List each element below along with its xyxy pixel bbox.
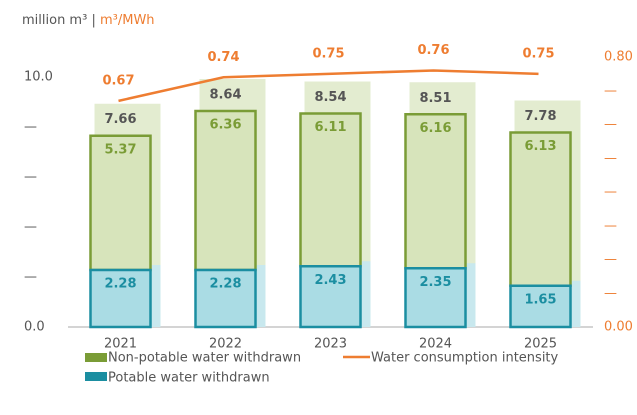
y2-tick-label: — xyxy=(604,185,617,200)
data-label: 2.28 xyxy=(104,277,136,292)
legend-label: Non-potable water withdrawn xyxy=(108,351,301,366)
x-tick-label: 2022 xyxy=(209,337,242,352)
y2-tick-label: 0.80 xyxy=(604,50,633,65)
legend-swatch xyxy=(85,372,107,381)
line-label: 0.76 xyxy=(417,43,449,58)
total-label: 8.64 xyxy=(209,88,241,103)
total-label: 8.54 xyxy=(314,90,346,105)
data-label: 6.13 xyxy=(524,139,556,154)
y-tick-label: 0.0 xyxy=(24,320,45,335)
line-label: 0.75 xyxy=(312,46,344,61)
y2-tick-label: — xyxy=(604,83,617,98)
data-label: 2.43 xyxy=(314,273,346,288)
legend-label: Potable water withdrawn xyxy=(108,371,270,386)
axis-label: million m³ | m³/MWh xyxy=(22,13,155,28)
legend-label: Water consumption intensity xyxy=(371,351,559,366)
y2-tick-label: — xyxy=(604,151,617,166)
y2-tick-label: — xyxy=(604,286,617,301)
y2-axis-label: m³/MWh xyxy=(100,13,155,28)
bar xyxy=(509,284,572,329)
x-tick-label: 2025 xyxy=(524,337,557,352)
x-tick-label: 2024 xyxy=(419,337,452,352)
line xyxy=(118,69,539,103)
data-label: 6.11 xyxy=(314,120,346,135)
y-tick-label: — xyxy=(24,120,37,135)
y-tick-label: — xyxy=(24,220,37,235)
bar xyxy=(299,112,362,268)
line-label: 0.75 xyxy=(522,46,554,61)
line-label: 0.74 xyxy=(207,50,239,65)
data-label: 1.65 xyxy=(524,292,556,307)
data-label: 6.36 xyxy=(209,118,241,133)
y-tick-label: — xyxy=(24,270,37,285)
bar xyxy=(509,131,572,287)
bar xyxy=(299,265,362,329)
total-label: 8.51 xyxy=(419,91,451,106)
y-tick-label: — xyxy=(24,170,37,185)
data-label: 2.35 xyxy=(419,275,451,290)
y2-tick-label: 0.00 xyxy=(604,320,633,335)
total-label: 7.78 xyxy=(524,109,556,124)
bar xyxy=(194,268,257,329)
bar xyxy=(404,113,467,270)
y-axis-label: million m³ | xyxy=(22,13,96,28)
x-tick-label: 2021 xyxy=(104,337,137,352)
data-label: 2.28 xyxy=(209,277,241,292)
y2-tick-label: — xyxy=(604,218,617,233)
y2-tick-label: — xyxy=(604,117,617,132)
legend-swatch xyxy=(85,353,107,362)
data-label: 6.16 xyxy=(419,121,451,136)
y-tick-label: 10.0 xyxy=(24,70,53,85)
total-label: 7.66 xyxy=(104,112,136,127)
data-label: 5.37 xyxy=(104,142,136,157)
y2-tick-label: — xyxy=(604,252,617,267)
line-label: 0.67 xyxy=(102,73,134,88)
bar xyxy=(194,109,257,272)
bar xyxy=(89,268,152,329)
x-tick-label: 2023 xyxy=(314,337,347,352)
bar xyxy=(404,267,467,329)
